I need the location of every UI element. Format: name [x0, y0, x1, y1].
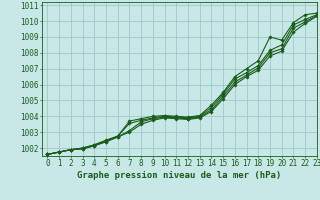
- X-axis label: Graphe pression niveau de la mer (hPa): Graphe pression niveau de la mer (hPa): [77, 171, 281, 180]
